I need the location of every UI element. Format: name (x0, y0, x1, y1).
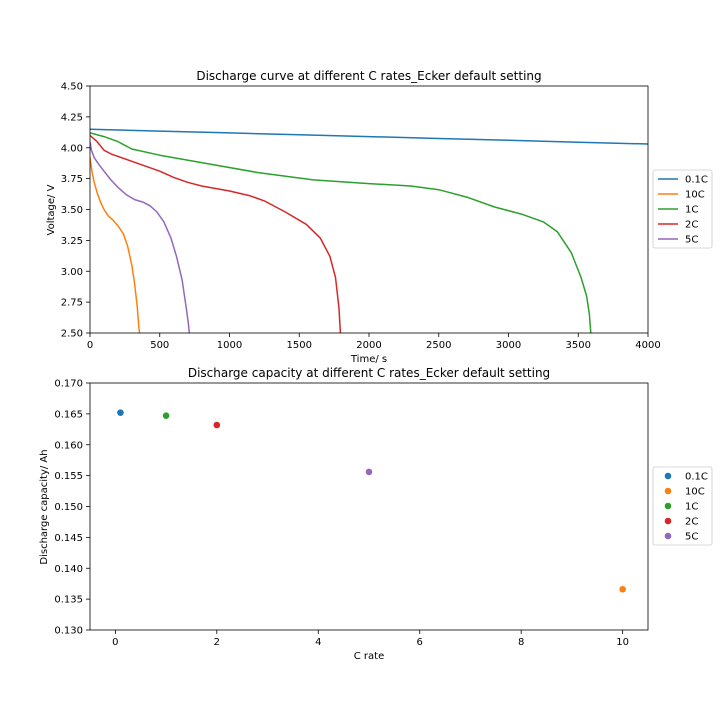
y-tick-label: 0.150 (54, 502, 83, 513)
x-tick-label: 4000 (635, 340, 660, 351)
x-tick-label: 1000 (217, 340, 242, 351)
axes-frame (89, 382, 649, 631)
x-tick-label: 10 (616, 637, 629, 648)
legend-label-0.1C: 0.1C (685, 472, 708, 483)
x-tick-label: 2 (214, 637, 220, 648)
x-tick-label: 6 (417, 637, 423, 648)
legend-label-1C: 1C (685, 502, 698, 513)
x-tick-label: 2000 (356, 340, 381, 351)
y-axis-label: Discharge capacity/ Ah (39, 449, 50, 564)
y-tick-label: 0.130 (54, 626, 83, 637)
x-tick-label: 0 (112, 637, 118, 648)
legend: 0.1C 10C 1C 2C 5C (652, 169, 713, 249)
y-tick-label: 0.160 (54, 440, 83, 451)
data-point-10C (619, 585, 626, 593)
x-tick-label: 0 (87, 340, 93, 351)
series-line-5C (90, 141, 191, 333)
chart-title: Discharge capacity at different C rates_… (188, 366, 550, 380)
y-tick-label: 0.170 (54, 379, 83, 390)
y-tick-label: 4.50 (61, 82, 83, 93)
plot-area: 0 2 4 6 8 10 0.130 0.135 0.140 0.145 0.150 0.155 0.1… (54, 379, 649, 648)
data-point-2C (213, 421, 221, 429)
series-line-1C (90, 132, 592, 333)
x-tick-label: 8 (518, 637, 524, 648)
x-axis-label: C rate (354, 651, 384, 662)
legend-swatch-2C (664, 517, 672, 525)
legend-swatch-10C (664, 487, 672, 495)
y-tick-label: 0.140 (54, 564, 83, 575)
legend-label-5C: 5C (685, 532, 698, 543)
series-line-10C (90, 157, 141, 333)
discharge-capacity-chart: Discharge capacity at different C rates_… (39, 366, 713, 662)
y-tick-label: 2.75 (61, 298, 83, 309)
data-point-0.1C (117, 409, 124, 416)
y-tick-label: 0.145 (54, 533, 83, 544)
y-tick-label: 3.75 (61, 174, 83, 185)
y-tick-label: 0.155 (54, 471, 83, 482)
x-tick-label: 3500 (566, 340, 591, 351)
y-tick-label: 3.00 (61, 267, 83, 278)
x-tick-label: 4 (315, 637, 321, 648)
x-tick-label: 3000 (496, 340, 521, 351)
legend-label-0.1C: 0.1C (685, 175, 708, 186)
chart-title: Discharge curve at different C rates_Eck… (196, 69, 541, 83)
x-tick-label: 1500 (287, 340, 312, 351)
legend-label-10C: 10C (685, 487, 705, 498)
legend-label-10C: 10C (685, 190, 705, 201)
legend: 0.1C 10C 1C 2C 5C (652, 466, 713, 546)
legend-swatch-1C (664, 502, 672, 510)
x-tick-label: 2500 (426, 340, 451, 351)
series-line-2C (90, 134, 342, 333)
y-tick-label: 3.25 (61, 236, 83, 247)
legend-label-5C: 5C (685, 235, 698, 246)
y-tick-label: 4.25 (61, 112, 83, 123)
legend-box (652, 466, 713, 546)
series-line-0.1C (90, 128, 648, 145)
legend-label-2C: 2C (685, 220, 698, 231)
y-tick-label: 3.50 (61, 205, 83, 216)
discharge-curve-chart: Discharge curve at different C rates_Eck… (46, 69, 713, 365)
legend-swatch-0.1C (664, 472, 672, 480)
legend-box (652, 169, 713, 249)
legend-label-2C: 2C (685, 517, 698, 528)
y-tick-label: 4.00 (61, 143, 83, 154)
y-tick-label: 0.165 (54, 409, 83, 420)
data-point-5C (365, 468, 373, 476)
y-axis-label: Voltage/ V (46, 184, 57, 235)
x-axis-label: Time/ s (350, 354, 387, 365)
legend-label-1C: 1C (685, 205, 698, 216)
y-tick-label: 2.50 (61, 329, 83, 340)
legend-swatch-5C (664, 532, 672, 540)
y-tick-label: 0.135 (54, 595, 83, 606)
x-tick-label: 500 (150, 340, 169, 351)
plot-area: 0 500 1000 1500 2000 2500 3000 3500 4000 2.50 2.75… (61, 82, 661, 352)
axes-frame (89, 85, 649, 334)
data-point-1C (162, 412, 170, 420)
